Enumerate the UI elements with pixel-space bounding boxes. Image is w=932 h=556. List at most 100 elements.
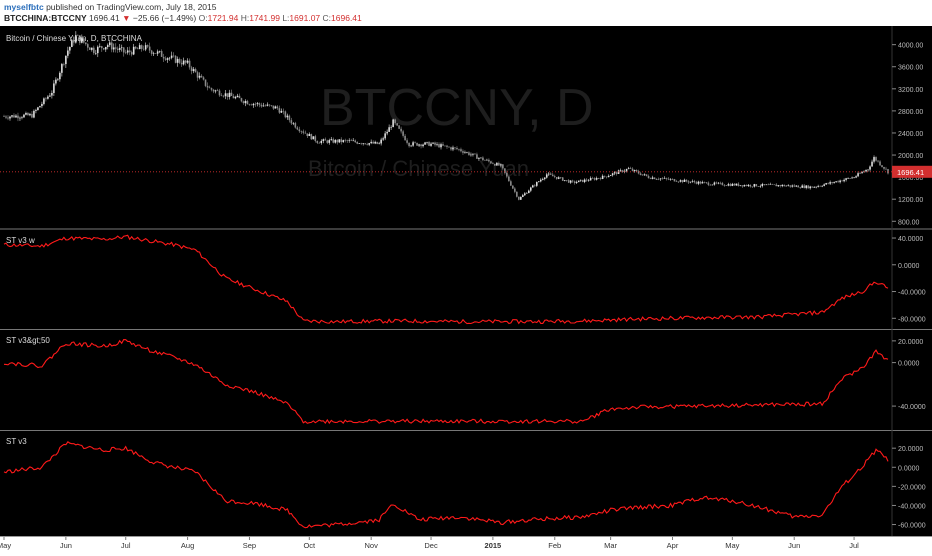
candle-body — [306, 133, 309, 137]
candle-body — [649, 178, 652, 179]
candle-body — [635, 169, 638, 172]
candle-body — [587, 180, 590, 182]
candle-body — [81, 38, 83, 43]
candle-body — [27, 112, 29, 116]
candle-body — [510, 181, 512, 186]
candle-body — [352, 140, 355, 142]
candle-body — [37, 107, 39, 111]
x-tick-label: Aug — [181, 541, 194, 550]
candle-body — [537, 181, 540, 183]
candle-body — [645, 174, 648, 177]
watermark-symbol: BTCCNY, D — [320, 79, 594, 137]
candle-body — [212, 89, 215, 92]
candle-body — [847, 178, 849, 179]
candle-body — [434, 142, 436, 145]
candle-body — [284, 111, 287, 118]
candle-body — [57, 79, 59, 80]
chart-svg[interactable]: BTCCNY, D Bitcoin / Chinese Yuan 4000.00… — [0, 26, 932, 536]
candle-body — [869, 166, 871, 170]
author-link[interactable]: myselfbtc — [4, 2, 44, 12]
candle-body — [563, 180, 566, 181]
candle-body — [603, 175, 606, 177]
y-tick-label: 0.0000 — [898, 465, 920, 472]
candle-body — [520, 196, 522, 200]
candle-body — [763, 184, 766, 185]
candle-body — [478, 157, 480, 159]
candle-body — [492, 163, 494, 164]
open-value: 1721.94 — [207, 13, 239, 23]
indicator-pane-st-v3-w[interactable]: 40.0000 0.0000 -40.0000 -80.0000 — [3, 234, 926, 325]
candle-body — [130, 52, 133, 55]
candle-body — [522, 195, 524, 197]
candle-body — [7, 117, 9, 119]
time-axis-svg: May Jun Jul Aug Sep Oct Nov Dec 2015 Feb Mar Apr May… — [0, 537, 859, 550]
candle-body — [61, 64, 63, 73]
candle-body — [224, 93, 227, 97]
x-tick-label: Jun — [60, 541, 72, 550]
candle-body — [855, 176, 857, 178]
candle-body — [817, 185, 819, 187]
time-axis[interactable]: May Jun Jul Aug Sep Oct Nov Dec 2015 Feb Mar Apr May… — [0, 536, 932, 551]
candle-body — [168, 57, 171, 59]
candle-body — [559, 177, 562, 178]
candle-body — [290, 120, 293, 124]
candle-body — [92, 47, 95, 54]
candle-body — [597, 178, 600, 179]
chart-area[interactable]: BTCCNY, D Bitcoin / Chinese Yuan 4000.00… — [0, 26, 932, 536]
candle-body — [528, 190, 530, 194]
candle-body — [581, 179, 584, 182]
candle-body — [428, 141, 430, 146]
x-tick-label: Jun — [788, 541, 800, 550]
indicator-pane-st-v3-gt50[interactable]: 20.0000 0.0000 -40.0000 — [3, 339, 926, 425]
candle-body — [683, 179, 686, 182]
candle-body — [775, 184, 778, 187]
candle-body — [484, 160, 486, 161]
candle-body — [262, 105, 265, 107]
y-tick-label: -80.0000 — [898, 316, 926, 323]
candle-body — [799, 187, 801, 188]
candle-body — [619, 170, 622, 171]
candle-body — [146, 45, 149, 47]
indicator1-title: ST v3 w — [6, 236, 35, 245]
candle-body — [679, 180, 682, 182]
candle-body — [198, 75, 201, 78]
candle-body — [530, 187, 532, 191]
candle-body — [440, 144, 442, 148]
candle-body — [232, 95, 235, 99]
indicator-pane-st-v3[interactable]: 20.0000 0.0000 -20.0000 -40.0000 -60.0000 — [3, 441, 926, 530]
candle-body — [326, 140, 329, 143]
candle-body — [673, 179, 676, 182]
candle-body — [250, 104, 253, 106]
candle-body — [144, 45, 147, 50]
y-tick-label: 0.0000 — [898, 361, 920, 368]
candle-body — [851, 177, 853, 179]
price-pane[interactable]: 4000.00 3600.00 3200.00 2800.00 2400.00 2000.… — [0, 31, 932, 226]
candle-body — [384, 133, 386, 139]
candle-body — [106, 45, 109, 47]
candle-body — [496, 162, 498, 166]
candle-body — [713, 182, 716, 185]
y-tick-label: -40.0000 — [898, 503, 926, 510]
indicator2-title: ST v3&gt;50 — [6, 336, 50, 345]
candle-body — [342, 140, 345, 143]
candle-body — [398, 125, 400, 129]
candle-body — [829, 182, 831, 184]
candle-body — [767, 184, 770, 186]
candle-body — [462, 151, 464, 153]
candle-body — [470, 154, 472, 156]
candle-body — [304, 132, 307, 134]
candle-body — [252, 103, 255, 106]
y-tick-label: 0.0000 — [898, 263, 920, 270]
candle-body — [218, 90, 221, 96]
indicator-line — [3, 234, 889, 325]
candle-body — [226, 93, 229, 98]
candle-body — [771, 184, 774, 185]
candle-body — [47, 96, 49, 99]
candle-body — [3, 116, 5, 118]
publish-line: myselfbtc published on TradingView.com, … — [4, 2, 217, 12]
candle-body — [354, 140, 357, 143]
candle-body — [17, 115, 19, 119]
candle-body — [216, 90, 219, 92]
candle-body — [300, 131, 303, 132]
y-tick-label: 4000.00 — [898, 43, 923, 50]
